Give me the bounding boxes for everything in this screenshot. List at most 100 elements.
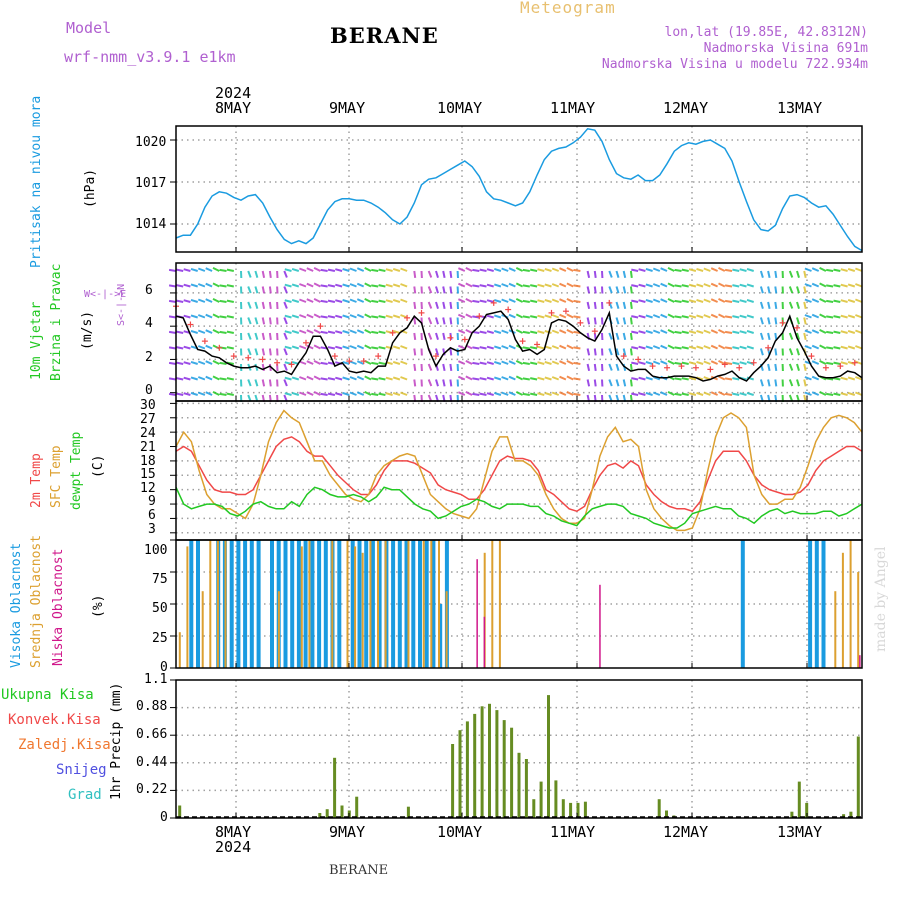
precip-bar-55 <box>583 801 587 818</box>
wind-barb-411 <box>493 360 502 365</box>
wind-barb-214 <box>335 376 343 381</box>
wind-barb-211 <box>335 330 343 334</box>
wind-barb-804 <box>811 313 820 319</box>
cloud-low-bar-58 <box>599 584 601 668</box>
wind-barb-744 <box>767 363 771 372</box>
wind-barb-124 <box>268 379 272 387</box>
wind-barb-280 <box>392 283 401 288</box>
wind-barb-278 <box>385 392 393 396</box>
wind-barb-178 <box>306 375 314 381</box>
wind-barb-239 <box>356 344 365 350</box>
wind-barb-697 <box>724 330 733 334</box>
wind-barb-295 <box>400 376 408 381</box>
cloud-mid-bar-1 <box>186 546 189 668</box>
wind-barb-385 <box>472 377 480 381</box>
wind-barb-419 <box>501 345 509 350</box>
wind-barb-585 <box>638 268 646 272</box>
wind-barb-659 <box>696 298 704 303</box>
wind-barb-739 <box>767 286 771 294</box>
wind-barb-28 <box>190 283 198 288</box>
wind-barb-686 <box>718 298 726 303</box>
wind-barb-793 <box>804 283 812 288</box>
wind-barb-165 <box>299 314 307 319</box>
wind-barb-339 <box>442 363 446 372</box>
wind-barb-497 <box>566 298 574 303</box>
panel-frame-4 <box>175 679 863 819</box>
wind-barb-207 <box>335 268 343 272</box>
wind-barb-726 <box>746 360 754 365</box>
wind-barb-268 <box>378 377 386 381</box>
wind-barb-471 <box>544 314 552 319</box>
precip-bar-22 <box>340 805 344 818</box>
wind-barb-470 <box>544 298 552 303</box>
wind-barb-52 <box>205 375 213 381</box>
r-tick-066: 0.66 <box>136 727 168 742</box>
wind-barb-6 <box>168 361 177 365</box>
wind-barb-846 <box>847 267 856 272</box>
wind-barb-293 <box>400 345 408 350</box>
wind-barb-366 <box>457 360 466 365</box>
wind-barb-296 <box>400 391 408 396</box>
wind-barb-65 <box>219 299 227 303</box>
wind-barb-753 <box>774 363 778 372</box>
wind-barb-736 <box>759 379 764 387</box>
precip-bar-54 <box>576 802 580 818</box>
wind-barb-256 <box>371 330 379 334</box>
wind-barb-752 <box>774 348 778 356</box>
wind-barb-581 <box>631 346 639 350</box>
wind-barb-553 <box>615 332 620 340</box>
wind-barb-485 <box>551 391 560 396</box>
wind-barb-315 <box>427 270 433 278</box>
wind-barb-33 <box>190 360 198 365</box>
wind-barb-404 <box>486 392 494 396</box>
wind-barb-209 <box>335 299 343 303</box>
wind-barb-455 <box>530 346 538 350</box>
precip-bar-40 <box>473 713 477 818</box>
cloud-high-bar-21 <box>317 540 322 668</box>
wind-barb-70 <box>219 377 227 381</box>
wind-barb-103 <box>254 332 259 340</box>
wind-barb-787 <box>803 332 807 341</box>
wind-barb-438 <box>515 360 524 365</box>
wind-barb-398 <box>486 299 494 303</box>
wind-barb-570 <box>629 317 633 325</box>
legend-conv-rain: Konvek.Kisa <box>8 712 101 728</box>
panel-frame-0 <box>175 125 863 253</box>
precip-bar-49 <box>539 781 543 818</box>
wind-barb-666 <box>703 267 711 272</box>
wind-barb-662 <box>696 345 704 350</box>
wind-barb-316 <box>427 286 433 294</box>
wind-barb-671 <box>703 345 711 350</box>
cloud-low-bar-41 <box>476 559 478 668</box>
wind-barb-503 <box>566 391 574 396</box>
wind-barb-546 <box>608 363 613 371</box>
wind-barb-577 <box>631 284 639 288</box>
wind-barb-713 <box>739 299 747 303</box>
wind-barb-269 <box>378 392 386 396</box>
cloud-high-bar-11 <box>249 540 254 668</box>
wind-barb-344 <box>449 301 453 310</box>
precip-bar-85 <box>805 802 809 818</box>
elevation: Nadmorska Visina 691m <box>703 41 868 56</box>
wind-barb-580 <box>631 330 639 334</box>
wind-barb-608 <box>652 345 661 350</box>
lonlat: lon,lat (19.85E, 42.8312N) <box>664 25 869 40</box>
day-bottom-12: 12MAY <box>663 823 709 841</box>
wind-barb-655 <box>688 376 697 381</box>
legend-freezing-rain: Zaledj.Kisa <box>18 737 111 753</box>
wind-barb-193 <box>320 330 328 334</box>
wind-barb-496 <box>566 282 574 288</box>
wind-barb-216 <box>342 267 350 272</box>
wind-barb-852 <box>847 360 856 365</box>
wind-barb-818 <box>819 391 827 396</box>
day-top-11: 11MAY <box>550 99 596 117</box>
wind-barb-160 <box>291 376 300 381</box>
wind-barb-783 <box>803 270 807 279</box>
wind-barb-137 <box>283 301 288 309</box>
wind-barb-31 <box>190 329 198 334</box>
wind-barb-495 <box>566 267 574 272</box>
wind-barb-714 <box>739 314 747 319</box>
wind-barb-10 <box>176 284 184 288</box>
wind-barb-321 <box>427 363 433 371</box>
